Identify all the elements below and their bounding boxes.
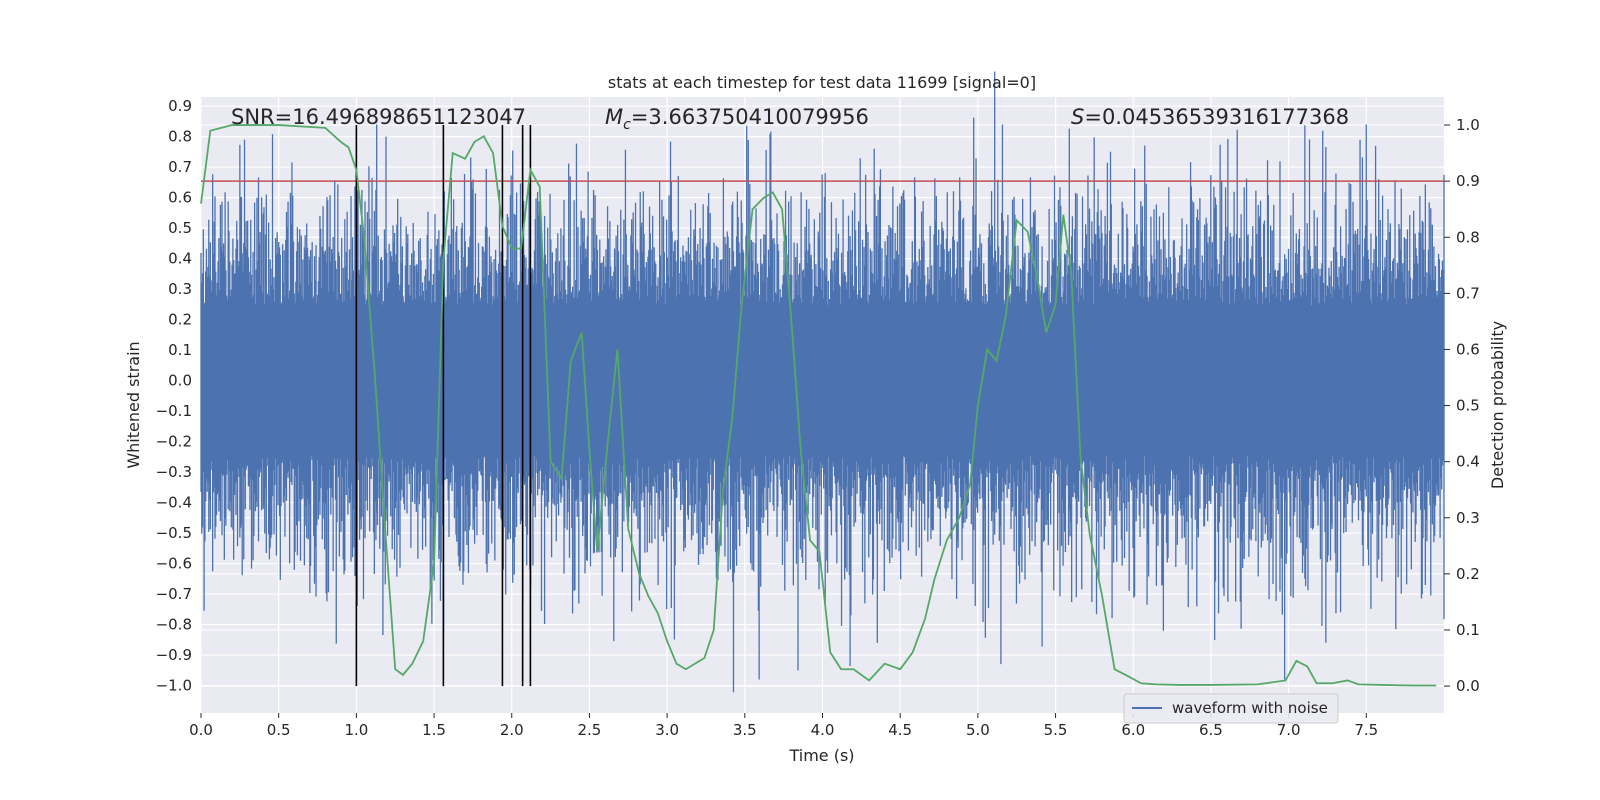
x-tick-label: 3.0 (655, 721, 679, 739)
y-tick-label: 0.1 (168, 341, 192, 359)
y-tick-label: 0.8 (168, 128, 192, 146)
legend-label: waveform with noise (1172, 699, 1328, 717)
y-tick-label: −0.1 (156, 402, 192, 420)
y-tick-label: 0.3 (168, 280, 192, 298)
y2-tick-label: 0.4 (1456, 453, 1480, 471)
chart-title: stats at each timestep for test data 116… (608, 73, 1036, 92)
y-tick-label: 0.5 (168, 219, 192, 237)
y2-tick-label: 0.9 (1456, 172, 1480, 190)
s-value: =0.04536539316177368 (1084, 105, 1349, 129)
chirp-mass-symbol: M (605, 105, 623, 129)
y2-tick-label: 0.2 (1456, 565, 1480, 583)
y2-tick-label: 0.6 (1456, 340, 1480, 358)
probability-series (200, 124, 1437, 687)
x-tick-label: 5.0 (966, 721, 990, 739)
y2-tick-label: 0.8 (1456, 228, 1480, 246)
y-tick-label: 0.9 (168, 97, 192, 115)
x-tick-label: 4.5 (888, 721, 912, 739)
x-tick-label: 4.0 (811, 721, 835, 739)
legend-box (1123, 693, 1339, 724)
x-tick-label: 7.5 (1354, 721, 1378, 739)
x-tick-label: 1.0 (344, 721, 368, 739)
chirp-mass-subscript: c (623, 117, 631, 133)
y2-tick-label: 0.7 (1456, 284, 1480, 302)
y-tick-label: −0.9 (156, 646, 192, 664)
legend: waveform with noise (1123, 693, 1339, 724)
y-tick-label: −0.4 (156, 494, 192, 512)
x-tick-label: 7.0 (1277, 721, 1301, 739)
x-tick-label: 0.0 (189, 721, 213, 739)
x-axis-label: Time (s) (788, 746, 854, 765)
y-tick-label: −0.6 (156, 555, 192, 573)
y2-tick-label: 0.0 (1456, 677, 1480, 695)
y2-tick-label: 0.3 (1456, 509, 1480, 527)
y2-tick-label: 1.0 (1456, 116, 1480, 134)
x-tick-label: 1.5 (422, 721, 446, 739)
x-tick-label: 2.5 (578, 721, 602, 739)
y-tick-label: 0.2 (168, 311, 192, 329)
y-axis-label: Whitened strain (124, 341, 143, 468)
y-tick-label: 0.6 (168, 189, 192, 207)
x-tick-label: 6.5 (1199, 721, 1223, 739)
x-tick-label: 5.5 (1044, 721, 1068, 739)
chirp-mass-value: =3.663750410079956 (631, 105, 869, 129)
s-annotation: S=0.04536539316177368 (1071, 105, 1349, 129)
chirp-mass-annotation: Mc=3.663750410079956 (605, 105, 869, 133)
x-axis-ticks: 0.0 0.5 1.0 1.5 2.0 2.5 3.0 3.5 4.0 4.5 5.0 5.5 6.0 6… (189, 713, 1378, 739)
y-tick-label: −0.2 (156, 433, 192, 451)
y-tick-label: −0.3 (156, 463, 192, 481)
y-tick-label: −0.8 (156, 616, 192, 634)
waveform-series (200, 71, 1445, 693)
waveform-with-noise (200, 71, 1445, 693)
x-tick-label: 6.0 (1121, 721, 1145, 739)
event-markers (355, 125, 532, 687)
x-tick-label: 3.5 (733, 721, 757, 739)
y-tick-label: 0.0 (168, 372, 192, 390)
y-tick-label: −0.5 (156, 524, 192, 542)
y-tick-label: 0.4 (168, 250, 192, 268)
y-tick-label: 0.7 (168, 158, 192, 176)
y2-axis-ticks: 1.0 0.9 0.8 0.7 0.6 0.5 0.4 0.3 0.2 0.1 0.0 (1444, 116, 1480, 695)
y2-tick-label: 0.1 (1456, 621, 1480, 639)
snr-annotation: SNR=16.496898651123047 (231, 105, 526, 129)
s-symbol: S (1071, 105, 1084, 129)
detection-probability-line (200, 124, 1437, 687)
y-axis-ticks: 0.9 0.8 0.7 0.6 0.5 0.4 0.3 0.2 0.1 0.0 −0.1 −0.2 −0… (156, 97, 192, 694)
y-tick-label: −1.0 (156, 677, 192, 695)
x-tick-label: 2.0 (500, 721, 524, 739)
y-tick-label: −0.7 (156, 585, 192, 603)
y2-tick-label: 0.5 (1456, 397, 1480, 415)
x-tick-label: 0.5 (267, 721, 291, 739)
y2-axis-label: Detection probability (1488, 321, 1507, 489)
